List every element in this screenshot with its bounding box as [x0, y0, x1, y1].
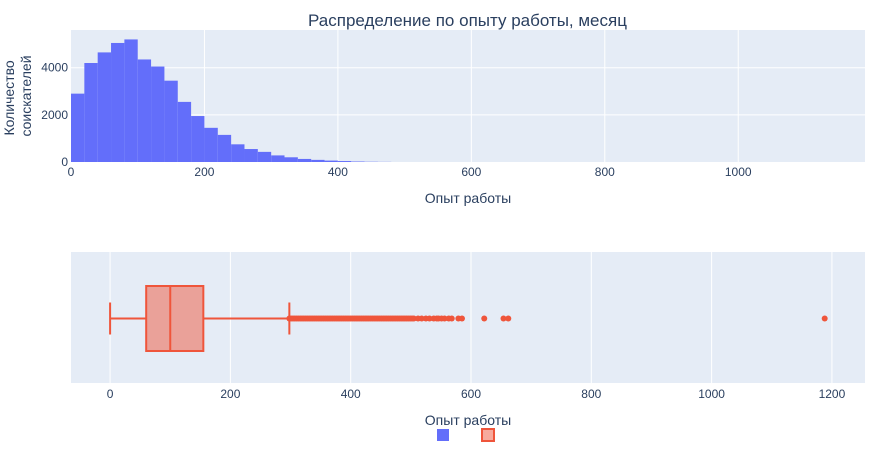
histogram-bar — [217, 134, 232, 162]
histogram-x-tick-label: 0 — [68, 165, 75, 179]
boxplot-outlier-point — [448, 315, 455, 322]
histogram-bar — [324, 160, 338, 162]
histogram-x-tick-label: 800 — [595, 165, 615, 179]
y-axis-title-line-2: соискателей — [18, 55, 34, 136]
histogram-y-axis-title: Количество соискателей — [1, 55, 34, 136]
histogram-bar — [177, 101, 192, 162]
histogram-y-tick-label: 4000 — [41, 61, 68, 75]
histogram-x-tick-label: 400 — [328, 165, 348, 179]
histogram-x-tick-label: 600 — [461, 165, 481, 179]
legend — [437, 428, 495, 442]
boxplot-outlier-point — [481, 315, 488, 322]
histogram-bar — [284, 157, 298, 162]
histogram-bar — [71, 93, 85, 162]
chart-title: Распределение по опыту работы, месяц — [308, 11, 627, 30]
boxplot-x-tick-labels: 0 200 400 600 800 1000 1200 — [107, 387, 846, 401]
histogram-x-tick-label: 1000 — [725, 165, 752, 179]
histogram-y-tick-label: 0 — [61, 155, 68, 169]
histogram-bar — [297, 158, 312, 162]
boxplot-outlier-point — [505, 315, 512, 322]
y-axis-title-line-1: Количество — [1, 60, 17, 135]
boxplot-x-axis-title: Опыт работы — [425, 412, 511, 428]
legend-histogram-swatch[interactable] — [437, 429, 449, 441]
histogram-x-tick-label: 200 — [194, 165, 214, 179]
boxplot-outlier-point — [441, 315, 448, 322]
histogram-bar — [337, 161, 352, 162]
boxplot-shapes — [109, 285, 828, 352]
histogram-bar — [97, 52, 112, 163]
boxplot-x-tick-label: 200 — [220, 387, 240, 401]
boxplot-box — [145, 285, 205, 352]
histogram-x-axis-title: Опыт работы — [425, 190, 511, 206]
histogram-bar — [84, 63, 98, 162]
boxplot-panel: 0 200 400 600 800 1000 1200 Опыт работы — [71, 252, 865, 428]
histogram-grid — [71, 30, 865, 162]
histogram-bars — [71, 39, 392, 163]
histogram-bar — [271, 155, 285, 162]
boxplot-x-tick-label: 1000 — [698, 387, 725, 401]
histogram-bar — [231, 144, 245, 162]
legend-boxplot-swatch[interactable] — [481, 428, 495, 442]
histogram-bar — [137, 59, 152, 162]
boxplot-x-tick-label: 0 — [107, 387, 114, 401]
boxplot-outlier-point — [500, 315, 507, 322]
boxplot-outlier-point — [426, 315, 433, 322]
boxplot-outlier-point — [458, 315, 465, 322]
histogram-x-tick-labels: 0 200 400 600 800 1000 — [68, 165, 752, 179]
boxplot-outlier-point — [821, 315, 828, 322]
boxplot-x-tick-label: 400 — [341, 387, 361, 401]
boxplot-x-tick-label: 800 — [581, 387, 601, 401]
histogram-bar — [164, 80, 178, 162]
histogram-bar — [244, 149, 258, 162]
boxplot-outlier-point — [410, 315, 417, 322]
histogram-bar — [191, 116, 205, 162]
histogram-y-tick-labels: 0 2000 4000 — [41, 61, 68, 169]
histogram-bar — [311, 159, 325, 162]
histogram-bar — [204, 127, 218, 162]
boxplot-outlier-point — [418, 315, 425, 322]
histogram-bar — [257, 151, 272, 162]
histogram-bar — [124, 39, 138, 162]
boxplot-x-tick-label: 600 — [461, 387, 481, 401]
histogram-bar — [111, 42, 125, 162]
boxplot-x-tick-label: 1200 — [819, 387, 846, 401]
histogram-bar — [151, 66, 165, 162]
histogram-y-tick-label: 2000 — [41, 108, 68, 122]
